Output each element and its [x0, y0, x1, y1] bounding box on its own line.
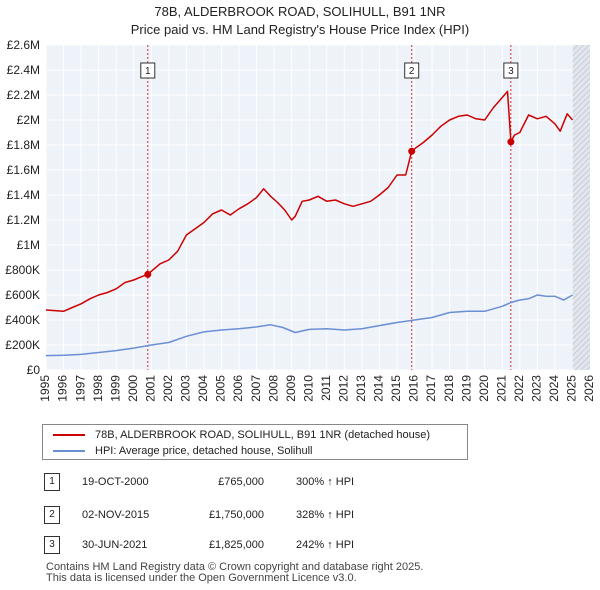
transaction-price: £1,750,000	[208, 509, 264, 521]
transaction-number: 3	[44, 536, 60, 554]
x-tick-label: 1997	[73, 375, 87, 402]
series	[45, 90, 574, 357]
x-tick-label: 2001	[143, 375, 157, 402]
x-tick-label: 2017	[424, 375, 438, 402]
x-tick-label: 2014	[372, 375, 386, 402]
transaction-label-3: 3	[508, 66, 514, 77]
x-tick-label: 2007	[249, 375, 263, 402]
y-tick-label: £2M	[17, 113, 40, 127]
footer-copyright: Contains HM Land Registry data © Crown c…	[46, 561, 424, 573]
y-tick-label: £200K	[5, 338, 40, 352]
x-tick-label: 2022	[512, 375, 526, 402]
x-tick-label: 2011	[319, 375, 333, 401]
y-tick-label: £1.8M	[7, 138, 40, 152]
y-tick-label: £800K	[5, 263, 40, 277]
grid	[45, 44, 591, 371]
y-tick-label: £2.2M	[7, 88, 40, 102]
legend: 78B, ALDERBROOK ROAD, SOLIHULL, B91 1NR …	[42, 424, 468, 460]
x-tick-label: 1998	[91, 375, 105, 402]
y-tick-label: £1M	[17, 238, 40, 252]
x-tick-label: 2021	[494, 375, 508, 402]
x-tick-label: 2008	[266, 375, 280, 402]
x-tick-label: 2000	[126, 375, 140, 402]
transaction-point-1	[144, 270, 152, 278]
x-tick-label: 2002	[161, 375, 175, 402]
transaction-date: 19-OCT-2000	[82, 476, 149, 488]
y-tick-label: £1.2M	[7, 213, 40, 227]
transaction-date: 30-JUN-2021	[82, 539, 148, 551]
chart-subtitle: Price paid vs. HM Land Registry's House …	[130, 22, 470, 37]
transaction-number: 2	[44, 506, 60, 524]
legend-label-property: 78B, ALDERBROOK ROAD, SOLIHULL, B91 1NR …	[95, 429, 431, 441]
transaction-point-2	[408, 147, 416, 155]
transaction-hpi: 328% ↑ HPI	[296, 509, 355, 521]
x-tick-label: 2026	[582, 375, 596, 402]
x-tick-label: 2005	[214, 375, 228, 402]
transaction-label-2: 2	[409, 66, 415, 77]
transaction-date: 02-NOV-2015	[82, 509, 150, 521]
y-tick-label: £2.4M	[7, 63, 40, 77]
transaction-label-box-1	[140, 62, 156, 79]
series-line-property	[45, 90, 574, 313]
x-tick-label: 2015	[389, 375, 403, 402]
y-tick-label: £1.6M	[7, 163, 40, 177]
legend-swatch-hpi	[53, 450, 85, 453]
transaction-price: £1,825,000	[208, 539, 264, 551]
legend-label-hpi: HPI: Average price, detached house, Soli…	[95, 445, 313, 457]
footer-license: This data is licensed under the Open Gov…	[46, 572, 357, 584]
future-shade	[572, 45, 590, 370]
transaction-hpi: 242% ↑ HPI	[296, 539, 355, 551]
x-tick-label: 2020	[477, 375, 491, 402]
x-tick-label: 2006	[231, 375, 245, 402]
x-tick-label: 2024	[547, 375, 561, 402]
x-tick-label: 1996	[56, 375, 70, 402]
y-tick-label: £400K	[5, 313, 40, 327]
x-tick-label: 2018	[442, 375, 456, 402]
transaction-label-box-3	[503, 62, 519, 79]
transaction-label-box-2	[404, 62, 420, 79]
plot-background	[46, 45, 590, 370]
y-tick-label: £1.4M	[7, 188, 40, 202]
series-line-hpi	[45, 294, 573, 357]
x-tick-label: 2009	[284, 375, 298, 402]
chart-title: 78B, ALDERBROOK ROAD, SOLIHULL, B91 1NR	[154, 4, 446, 19]
x-tick-label: 2013	[354, 375, 368, 402]
x-tick-label: 2016	[407, 375, 421, 402]
transaction-point-3	[507, 138, 515, 146]
x-tick-label: 2023	[530, 375, 544, 402]
x-tick-label: 1999	[108, 375, 122, 402]
y-tick-label: £2.6M	[7, 38, 40, 52]
x-tick-label: 2019	[459, 375, 473, 402]
x-tick-label: 2012	[336, 375, 350, 402]
x-tick-label: 2010	[301, 375, 315, 402]
transaction-row-1: 1 19-OCT-2000 £765,000 300% ↑ HPI	[44, 472, 564, 492]
x-tick-label: 2025	[565, 375, 579, 402]
transaction-row-3: 3 30-JUN-2021 £1,825,000 242% ↑ HPI	[44, 535, 564, 555]
y-tick-label: £600K	[5, 288, 40, 302]
transaction-hpi: 300% ↑ HPI	[296, 476, 355, 488]
legend-item-property: 78B, ALDERBROOK ROAD, SOLIHULL, B91 1NR …	[53, 427, 430, 443]
legend-swatch-property	[53, 434, 85, 437]
transaction-row-2: 2 02-NOV-2015 £1,750,000 328% ↑ HPI	[44, 505, 564, 525]
transaction-label-1: 1	[145, 66, 151, 77]
x-tick-label: 2004	[196, 375, 210, 402]
transaction-number: 1	[44, 473, 60, 491]
transaction-points: 1 2 3	[140, 62, 519, 278]
legend-item-hpi: HPI: Average price, detached house, Soli…	[53, 443, 313, 459]
x-tick-label: 1995	[38, 375, 52, 402]
x-tick-label: 2003	[179, 375, 193, 402]
axes: £0 £200K £400K £600K £800K £1M £1.2M £1.4M £1.6M…	[5, 38, 596, 402]
transaction-price: £765,000	[218, 476, 264, 488]
y-tick-label: £0	[27, 363, 41, 377]
